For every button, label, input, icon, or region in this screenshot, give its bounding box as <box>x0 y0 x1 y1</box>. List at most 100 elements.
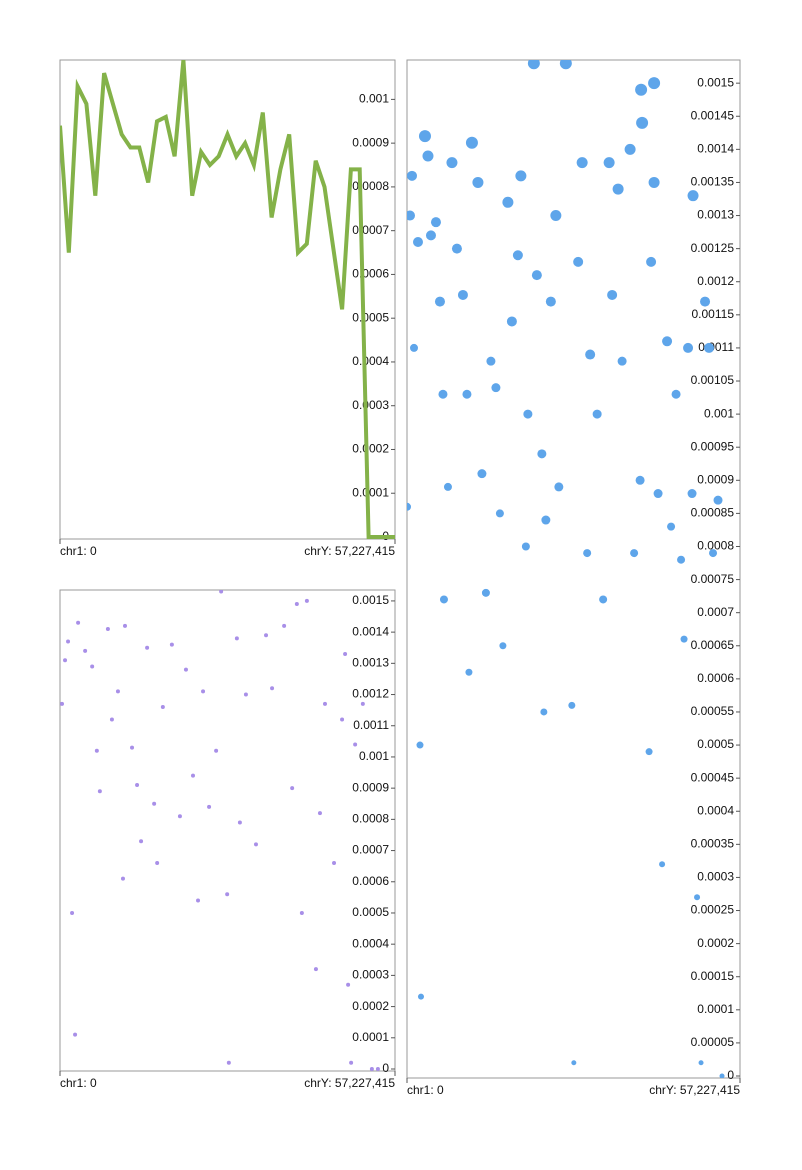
y-tick-label: 0 <box>382 1061 389 1075</box>
point <box>135 783 140 788</box>
point <box>169 642 174 647</box>
point <box>412 237 423 248</box>
y-tick-label: 0.0015 <box>352 593 389 607</box>
y-tick-label: 0.00125 <box>691 241 735 255</box>
point <box>512 250 523 261</box>
y-tick-label: 0.0006 <box>352 267 389 281</box>
chart: 0 0.00005 0.0001 0.00015 0.0002 0.00025 0.0003… <box>406 59 741 1097</box>
point <box>646 256 657 267</box>
y-tick-label: 0.00115 <box>692 307 735 321</box>
point <box>253 842 258 847</box>
point <box>713 495 723 505</box>
point <box>537 449 547 459</box>
point <box>554 482 564 492</box>
y-tick-label: 0.0008 <box>697 539 734 553</box>
y-tick-label: 0.0001 <box>352 485 389 499</box>
y-tick-label: 0.00045 <box>691 770 735 784</box>
point <box>648 77 661 90</box>
point <box>462 389 472 399</box>
y-tick-label: 0.00035 <box>691 837 735 851</box>
point <box>226 1060 231 1065</box>
point <box>694 894 701 901</box>
point <box>576 157 588 169</box>
point <box>349 1060 354 1065</box>
point <box>207 804 212 809</box>
y-tick-label: 0.0009 <box>352 780 389 794</box>
point <box>687 489 697 499</box>
plot-frame <box>59 589 396 1072</box>
x-tick-label: chr1: 0 <box>407 1083 444 1097</box>
y-tick-label: 0.00105 <box>691 373 735 387</box>
point <box>115 689 120 694</box>
y-tick-label: 0.0011 <box>698 340 734 354</box>
y-tick-label: 0.0015 <box>697 75 734 89</box>
y-tick-label: 0.001 <box>359 92 389 106</box>
point <box>340 717 345 722</box>
y-tick-label: 0.0008 <box>352 179 389 193</box>
y-tick-label: 0.0013 <box>352 656 389 670</box>
point <box>353 742 358 747</box>
point <box>343 651 348 656</box>
y-tick-label: 0.0002 <box>352 442 389 456</box>
y-tick-label: 0.0001 <box>697 1002 734 1016</box>
point <box>369 1067 374 1071</box>
y-tick-label: 0.0005 <box>352 310 389 324</box>
point <box>109 717 114 722</box>
point <box>155 861 160 866</box>
point <box>495 509 504 518</box>
y-tick-label: 0.00015 <box>691 969 735 983</box>
y-tick-label: 0.0012 <box>352 687 389 701</box>
x-tick-label: chrY: 57,227,415 <box>649 1083 740 1097</box>
point <box>304 598 309 603</box>
point <box>418 130 431 143</box>
point <box>583 549 592 558</box>
point <box>425 230 436 241</box>
y-tick-label: 0.0002 <box>352 999 389 1013</box>
y-tick-label: 0.0014 <box>352 624 389 638</box>
chart: 0 0.0001 0.0002 0.0003 0.0004 0.0005 0.0006 0.0… <box>59 589 396 1090</box>
y-tick-label: 0.0011 <box>353 718 389 732</box>
x-tick-label: chrY: 57,227,415 <box>304 544 395 558</box>
point <box>527 60 540 70</box>
point <box>438 389 448 399</box>
point <box>648 176 660 188</box>
y-tick-label: 0.0004 <box>697 803 734 817</box>
y-tick-label: 0.0007 <box>697 605 734 619</box>
point <box>407 502 411 511</box>
point <box>541 515 551 525</box>
point <box>559 60 572 70</box>
point <box>451 243 462 254</box>
point <box>486 356 496 366</box>
point <box>94 748 99 753</box>
point <box>332 861 337 866</box>
point <box>599 595 608 604</box>
line <box>60 60 395 539</box>
point <box>282 623 287 628</box>
point <box>317 811 322 816</box>
point <box>709 549 718 558</box>
point <box>667 522 676 531</box>
y-tick-label: 0.0004 <box>352 354 389 368</box>
point <box>662 336 673 347</box>
point <box>603 157 615 169</box>
point <box>680 635 688 643</box>
point <box>214 748 219 753</box>
y-tick-label: 0.0008 <box>352 812 389 826</box>
point <box>73 1032 78 1037</box>
point <box>477 469 487 479</box>
point <box>607 289 618 300</box>
plot-frame <box>59 59 396 540</box>
point <box>313 967 318 972</box>
point <box>704 342 715 353</box>
point <box>502 196 514 208</box>
point <box>201 689 206 694</box>
point <box>439 595 448 604</box>
x-tick-label: chrY: 57,227,415 <box>304 1076 395 1090</box>
x-tick-label: chr1: 0 <box>60 544 97 558</box>
point <box>698 1060 704 1066</box>
point <box>491 383 501 393</box>
y-tick-label: 0.0006 <box>352 874 389 888</box>
point <box>346 982 351 987</box>
point <box>322 701 327 706</box>
